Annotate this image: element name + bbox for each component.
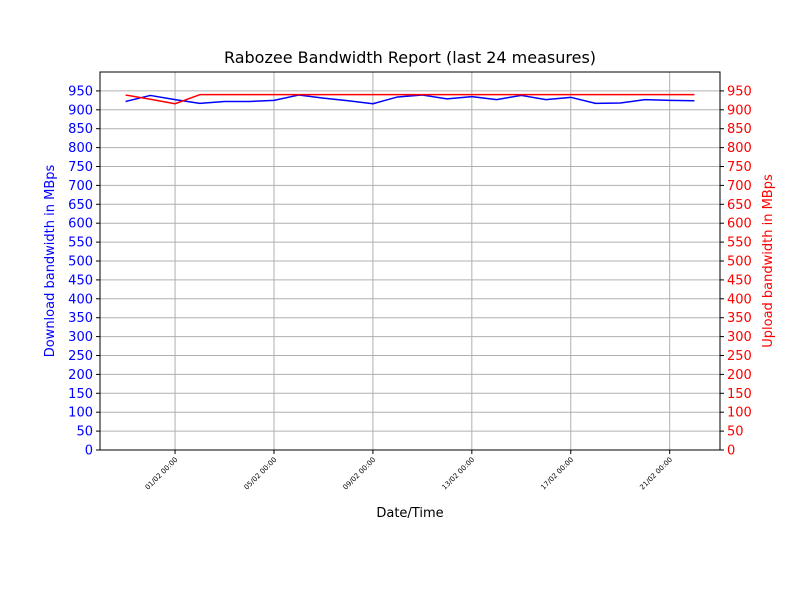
left-y-tick-label: 700: [68, 179, 93, 194]
series-lines: [125, 93, 695, 105]
left-y-tick-label: 50: [76, 425, 93, 440]
right-y-tick-label: 750: [727, 160, 752, 175]
left-y-tick-label: 850: [68, 122, 93, 137]
left-y-tick-label: 500: [68, 255, 93, 270]
left-y-tick-label: 350: [68, 311, 93, 326]
x-tick-label: 17/02 00:00: [539, 456, 575, 492]
left-y-tick-label: 600: [68, 217, 93, 232]
x-tick-label: 21/02 00:00: [638, 456, 674, 492]
x-tick-label: 01/02 00:00: [144, 456, 180, 492]
x-tick-label: 05/02 00:00: [243, 456, 279, 492]
right-y-axis: 0 50 100 150 200 250 300 350 400 450 500 550 600 650 7…: [720, 84, 752, 459]
x-tick-label: 09/02 00:00: [342, 456, 378, 492]
left-y-tick-label: 0: [85, 444, 93, 459]
left-y-tick-label: 750: [68, 160, 93, 175]
right-y-tick-label: 900: [727, 103, 752, 118]
right-y-tick-label: 500: [727, 255, 752, 270]
left-y-tick-label: 150: [68, 387, 93, 402]
right-y-tick-label: 550: [727, 236, 752, 251]
right-y-tick-label: 650: [727, 198, 752, 213]
left-y-tick-label: 950: [68, 84, 93, 99]
chart-title: Rabozee Bandwidth Report (last 24 measur…: [224, 48, 596, 67]
right-y-tick-label: 950: [727, 84, 752, 99]
right-y-tick-label: 600: [727, 217, 752, 232]
left-y-axis: 0 50 100 150 200 250 300 350 400 450 500 550 600 650 7…: [68, 84, 100, 459]
right-y-axis-title: Upload bandwidth in MBps: [761, 174, 776, 348]
right-y-tick-label: 150: [727, 387, 752, 402]
x-tick-label: 13/02 00:00: [440, 456, 476, 492]
left-y-tick-label: 400: [68, 292, 93, 307]
left-y-axis-title: Download bandwidth in MBps: [43, 164, 58, 357]
left-y-tick-label: 250: [68, 349, 93, 364]
left-y-tick-label: 450: [68, 273, 93, 288]
right-y-tick-label: 200: [727, 368, 752, 383]
right-y-tick-label: 0: [727, 444, 735, 459]
left-y-tick-label: 100: [68, 406, 93, 421]
right-y-tick-label: 50: [727, 425, 744, 440]
right-y-tick-label: 850: [727, 122, 752, 137]
right-y-tick-label: 300: [727, 330, 752, 345]
grid: [100, 72, 720, 450]
x-axis-title: Date/Time: [376, 506, 443, 521]
x-axis: 01/02 00:00 05/02 00:00 09/02 00:00 13/02 0…: [144, 450, 674, 492]
download-series-line: [125, 94, 695, 105]
right-y-tick-label: 450: [727, 273, 752, 288]
left-y-tick-label: 800: [68, 141, 93, 156]
right-y-tick-label: 100: [727, 406, 752, 421]
right-y-tick-label: 250: [727, 349, 752, 364]
left-y-tick-label: 550: [68, 236, 93, 251]
upload-series-line: [125, 93, 695, 105]
right-y-tick-label: 400: [727, 292, 752, 307]
left-y-tick-label: 650: [68, 198, 93, 213]
left-y-tick-label: 900: [68, 103, 93, 118]
right-y-tick-label: 700: [727, 179, 752, 194]
right-y-tick-label: 350: [727, 311, 752, 326]
left-y-tick-label: 300: [68, 330, 93, 345]
right-y-tick-label: 800: [727, 141, 752, 156]
left-y-tick-label: 200: [68, 368, 93, 383]
